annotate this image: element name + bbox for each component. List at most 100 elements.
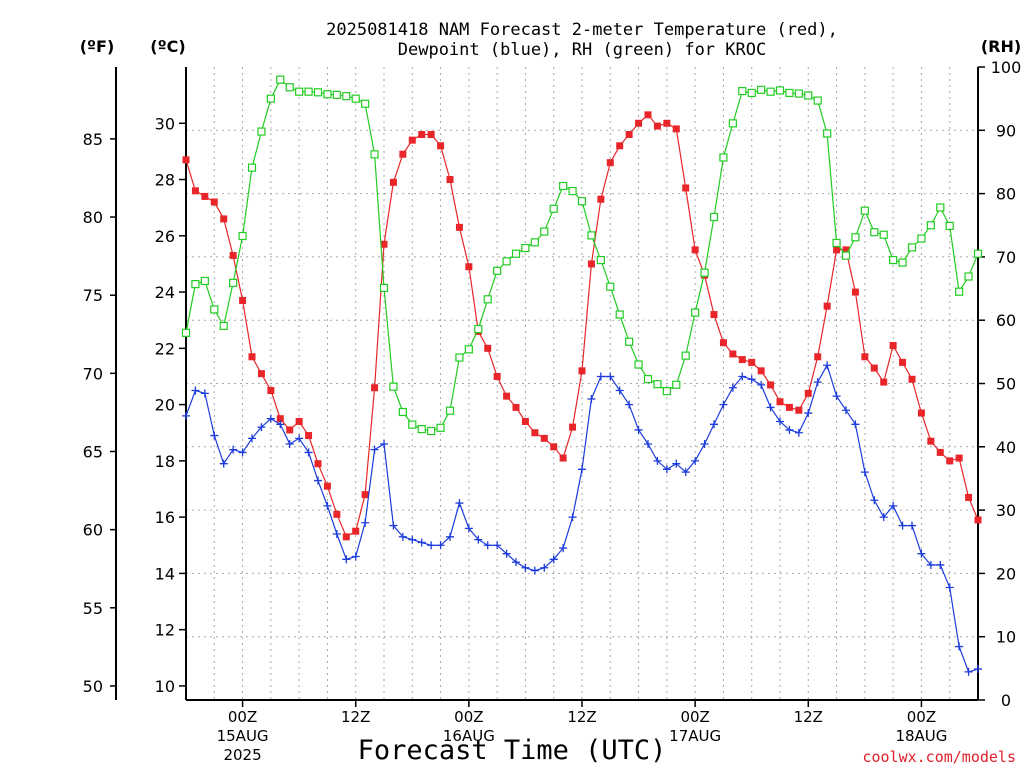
dewpoint-point bbox=[691, 456, 700, 465]
celsius-tick-label: 30 bbox=[155, 114, 175, 133]
rh-point bbox=[521, 243, 530, 253]
rh-point bbox=[361, 99, 370, 108]
dewpoint-point bbox=[889, 501, 898, 510]
dewpoint-point bbox=[813, 378, 822, 387]
temperature-point bbox=[276, 415, 284, 423]
temperature-point bbox=[540, 434, 548, 442]
celsius-tick-label: 24 bbox=[155, 283, 175, 302]
rh-point bbox=[917, 234, 926, 243]
rh-tick-label: 0 bbox=[1001, 691, 1011, 710]
temperature-point bbox=[248, 353, 256, 361]
temperature-point bbox=[927, 437, 935, 445]
temperature-point bbox=[965, 493, 973, 501]
dewpoint-point bbox=[898, 521, 907, 530]
rh-point bbox=[709, 212, 719, 222]
rh-point bbox=[870, 228, 879, 237]
dewpoint-point bbox=[596, 372, 605, 381]
rh-point bbox=[672, 380, 681, 389]
temperature-point bbox=[427, 131, 435, 139]
fahrenheit-tick-label: 60 bbox=[83, 521, 103, 540]
temperature-point bbox=[210, 198, 218, 206]
rh-point bbox=[370, 150, 379, 159]
dewpoint-point bbox=[936, 560, 945, 569]
rh-point bbox=[332, 90, 341, 99]
temperature-point bbox=[861, 353, 869, 361]
rh-point bbox=[483, 295, 492, 304]
dewpoint-point bbox=[908, 521, 916, 530]
temperature-point bbox=[870, 364, 878, 372]
temperature-point bbox=[776, 398, 784, 406]
temperature-point bbox=[361, 491, 369, 499]
dewpoint-point bbox=[804, 409, 813, 418]
dewpoint-point bbox=[521, 563, 530, 572]
temperature-point bbox=[691, 246, 699, 254]
temperature-point bbox=[587, 260, 595, 268]
dewpoint-point bbox=[483, 541, 492, 550]
temperature-point bbox=[569, 423, 577, 431]
dewpoint-point bbox=[559, 544, 568, 553]
rh-point bbox=[502, 257, 511, 266]
fahrenheit-tick-label: 55 bbox=[83, 599, 103, 618]
temperature-point bbox=[795, 406, 803, 414]
rh-point bbox=[351, 94, 360, 103]
rh-line bbox=[185, 78, 979, 432]
rh-point bbox=[955, 287, 964, 296]
rh-point bbox=[210, 305, 219, 314]
dewpoint-point bbox=[314, 476, 322, 485]
dewpoint-point bbox=[719, 400, 728, 409]
temperature-point bbox=[785, 403, 793, 411]
dewpoint-point bbox=[615, 386, 624, 395]
dewpoint-point bbox=[295, 434, 304, 443]
dewpoint-point bbox=[285, 439, 294, 448]
celsius-tick-label: 14 bbox=[155, 564, 175, 583]
x-axis-label: Forecast Time (UTC) bbox=[358, 735, 667, 766]
temperature-point bbox=[644, 111, 652, 119]
time-tick-label: 12Z bbox=[794, 708, 823, 726]
dewpoint-point bbox=[644, 439, 652, 448]
dewpoint-point bbox=[389, 521, 398, 530]
dewpoint-point bbox=[964, 667, 973, 676]
rh-point bbox=[304, 87, 313, 96]
rh-point bbox=[936, 203, 945, 212]
dewpoint-point bbox=[351, 552, 360, 561]
rh-point bbox=[691, 308, 700, 317]
temperature-point bbox=[182, 156, 190, 164]
fahrenheit-tick-label: 70 bbox=[83, 364, 103, 383]
temperature-point bbox=[823, 302, 831, 310]
temperature-point bbox=[314, 460, 322, 468]
rh-point bbox=[436, 423, 445, 432]
rh-point bbox=[926, 221, 935, 230]
dewpoint-point bbox=[625, 400, 634, 409]
celsius-axis-unit: (ºC) bbox=[150, 37, 185, 56]
dewpoint-point bbox=[747, 375, 756, 384]
rh-point bbox=[379, 283, 389, 293]
dewpoint-point bbox=[926, 560, 935, 569]
dewpoint-point bbox=[455, 499, 464, 508]
temperature-point bbox=[239, 297, 247, 305]
dewpoint-point bbox=[380, 439, 388, 448]
dewpoint-point bbox=[304, 448, 313, 457]
temperature-point bbox=[616, 142, 624, 150]
rh-point bbox=[832, 238, 841, 248]
rh-point bbox=[577, 197, 587, 206]
rh-point bbox=[615, 310, 624, 319]
rh-point bbox=[606, 282, 615, 291]
rh-tick-label: 90 bbox=[996, 121, 1016, 140]
rh-point bbox=[540, 227, 549, 236]
rh-point bbox=[493, 266, 502, 275]
rh-point bbox=[417, 424, 426, 434]
temperature-point bbox=[946, 457, 954, 465]
temperature-point bbox=[889, 342, 897, 350]
dewpoint-point bbox=[210, 431, 219, 440]
dewpoint-point bbox=[757, 380, 766, 389]
time-tick-label: 00Z bbox=[680, 708, 709, 726]
rh-point bbox=[323, 90, 332, 99]
temperature-point bbox=[446, 176, 454, 184]
chart-subtitle: Dewpoint (blue), RH (green) for KROC bbox=[398, 40, 766, 60]
rh-point bbox=[700, 268, 709, 277]
temperature-point bbox=[936, 448, 944, 456]
rh-tick-label: 80 bbox=[996, 185, 1016, 204]
rh-point bbox=[445, 406, 455, 415]
dewpoint-point bbox=[219, 459, 228, 468]
rh-point bbox=[455, 353, 464, 362]
